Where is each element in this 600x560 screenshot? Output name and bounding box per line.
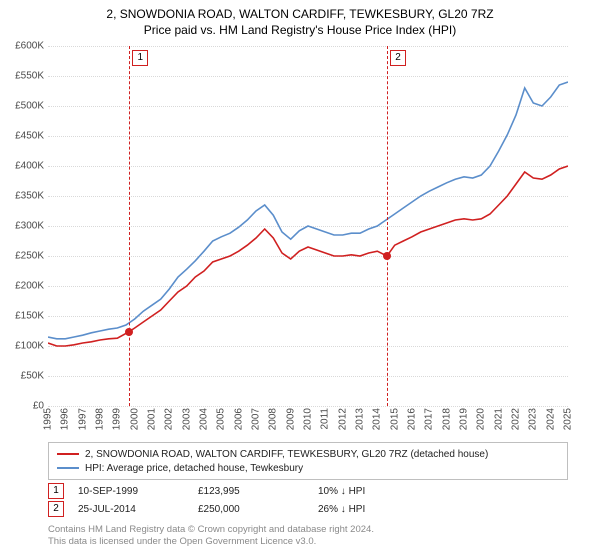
legend-label-property: 2, SNOWDONIA ROAD, WALTON CARDIFF, TEWKE…: [85, 449, 488, 460]
series-line-property: [48, 166, 568, 346]
x-tick-label: 2021: [493, 408, 504, 430]
plot-area: 12: [48, 46, 568, 406]
sale-marker-line: [129, 46, 130, 406]
x-tick-label: 2013: [355, 408, 366, 430]
x-tick-label: 2009: [285, 408, 296, 430]
x-tick-label: 2017: [424, 408, 435, 430]
series-svg: [48, 46, 568, 406]
y-tick-label: £600K: [0, 41, 44, 52]
x-tick-label: 2024: [545, 408, 556, 430]
x-tick-label: 1998: [95, 408, 106, 430]
footer-line-2: This data is licensed under the Open Gov…: [48, 536, 374, 548]
sale-marker-line: [387, 46, 388, 406]
x-tick-label: 2012: [337, 408, 348, 430]
gridline: [48, 406, 568, 407]
y-tick-label: £250K: [0, 251, 44, 262]
x-tick-label: 2015: [389, 408, 400, 430]
x-tick-label: 2001: [147, 408, 158, 430]
x-tick-label: 2016: [407, 408, 418, 430]
x-tick-label: 2000: [129, 408, 140, 430]
legend: 2, SNOWDONIA ROAD, WALTON CARDIFF, TEWKE…: [48, 442, 568, 480]
sale-marker-dot: [125, 328, 133, 336]
legend-label-hpi: HPI: Average price, detached house, Tewk…: [85, 463, 303, 474]
y-tick-label: £200K: [0, 281, 44, 292]
x-tick-label: 2025: [563, 408, 574, 430]
x-tick-label: 2022: [511, 408, 522, 430]
sale-badge-1: 1: [48, 483, 64, 499]
footer-attribution: Contains HM Land Registry data © Crown c…: [48, 524, 374, 549]
x-tick-label: 2010: [303, 408, 314, 430]
y-tick-label: £100K: [0, 341, 44, 352]
legend-swatch-hpi: [57, 467, 79, 469]
x-tick-label: 1995: [43, 408, 54, 430]
x-tick-label: 2002: [164, 408, 175, 430]
sale-diff-2: 26% ↓ HPI: [318, 504, 438, 515]
y-tick-label: £550K: [0, 71, 44, 82]
sale-date-1: 10-SEP-1999: [78, 486, 198, 497]
x-tick-label: 1999: [112, 408, 123, 430]
y-tick-label: £450K: [0, 131, 44, 142]
y-tick-label: £500K: [0, 101, 44, 112]
y-tick-label: £300K: [0, 221, 44, 232]
sale-date-2: 25-JUL-2014: [78, 504, 198, 515]
chart-titles: 2, SNOWDONIA ROAD, WALTON CARDIFF, TEWKE…: [0, 0, 600, 38]
y-tick-label: £50K: [0, 371, 44, 382]
y-tick-label: £400K: [0, 161, 44, 172]
sale-marker-badge: 1: [132, 50, 148, 66]
x-tick-label: 1997: [77, 408, 88, 430]
legend-row-hpi: HPI: Average price, detached house, Tewk…: [57, 461, 559, 475]
x-tick-label: 2007: [251, 408, 262, 430]
footer-line-1: Contains HM Land Registry data © Crown c…: [48, 524, 374, 536]
y-tick-label: £0: [0, 401, 44, 412]
chart-area: 12 £0£50K£100K£150K£200K£250K£300K£350K£…: [48, 46, 568, 406]
legend-swatch-property: [57, 453, 79, 455]
sale-price-2: £250,000: [198, 504, 318, 515]
title-subtitle: Price paid vs. HM Land Registry's House …: [0, 22, 600, 38]
x-tick-label: 2014: [372, 408, 383, 430]
x-tick-label: 2008: [268, 408, 279, 430]
sale-price-1: £123,995: [198, 486, 318, 497]
sale-marker-dot: [383, 252, 391, 260]
x-tick-label: 2023: [528, 408, 539, 430]
sales-table: 1 10-SEP-1999 £123,995 10% ↓ HPI 2 25-JU…: [48, 482, 568, 518]
x-tick-label: 2019: [459, 408, 470, 430]
title-address: 2, SNOWDONIA ROAD, WALTON CARDIFF, TEWKE…: [0, 6, 600, 22]
sale-row-1: 1 10-SEP-1999 £123,995 10% ↓ HPI: [48, 482, 568, 500]
sale-badge-2: 2: [48, 501, 64, 517]
x-tick-label: 2020: [476, 408, 487, 430]
sale-marker-badge: 2: [390, 50, 406, 66]
y-tick-label: £150K: [0, 311, 44, 322]
x-tick-label: 1996: [60, 408, 71, 430]
x-tick-label: 2018: [441, 408, 452, 430]
sale-diff-1: 10% ↓ HPI: [318, 486, 438, 497]
x-tick-label: 2003: [181, 408, 192, 430]
x-tick-label: 2005: [216, 408, 227, 430]
series-line-hpi: [48, 82, 568, 339]
x-tick-label: 2011: [320, 408, 331, 430]
x-tick-label: 2004: [199, 408, 210, 430]
legend-row-property: 2, SNOWDONIA ROAD, WALTON CARDIFF, TEWKE…: [57, 447, 559, 461]
y-tick-label: £350K: [0, 191, 44, 202]
x-tick-label: 2006: [233, 408, 244, 430]
sale-row-2: 2 25-JUL-2014 £250,000 26% ↓ HPI: [48, 500, 568, 518]
